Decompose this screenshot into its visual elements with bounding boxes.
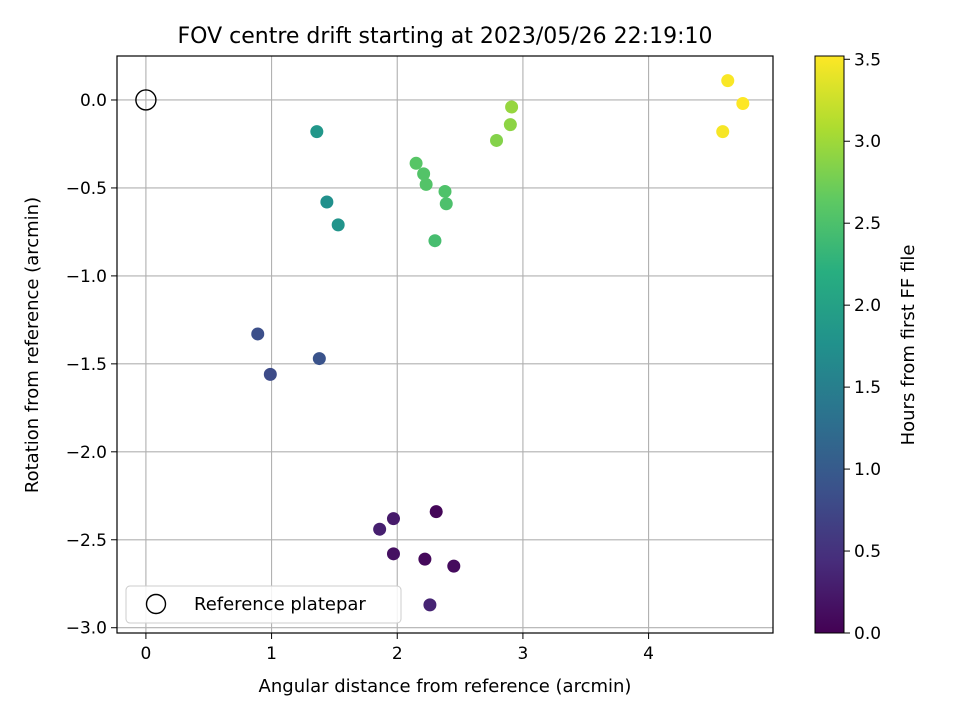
data-point: [716, 125, 730, 139]
data-point: [490, 133, 504, 147]
colorbar-tick-label: 2.0: [854, 296, 881, 316]
colorbar-tick-label: 1.5: [854, 378, 881, 398]
y-tick-label: 0.0: [80, 91, 107, 111]
colorbar-tick-label: 2.5: [854, 214, 881, 234]
x-tick-label: 4: [643, 644, 654, 664]
colorbar-tick-label: 3.5: [854, 50, 881, 70]
data-point: [429, 505, 443, 519]
data-point: [428, 234, 442, 248]
data-point: [503, 118, 517, 132]
data-point: [409, 156, 423, 170]
data-point: [418, 552, 432, 566]
data-point: [312, 352, 326, 366]
y-tick-label: −1.0: [66, 267, 107, 287]
legend-marker-reference: [145, 593, 167, 615]
data-point: [373, 522, 387, 536]
data-point: [331, 218, 345, 232]
data-point: [251, 327, 265, 341]
y-axis-label: Rotation from reference (arcmin): [22, 197, 43, 493]
x-tick-label: 1: [266, 644, 277, 664]
grid-lines: [117, 56, 773, 633]
y-tick-label: −1.5: [66, 355, 107, 375]
data-point: [721, 74, 735, 88]
plot-frame: [116, 55, 774, 634]
legend-label-reference: Reference platepar: [194, 594, 366, 615]
scatter-points: [135, 74, 750, 612]
data-point: [505, 100, 519, 114]
data-point: [417, 167, 431, 181]
colorbar-tick-label: 0.0: [854, 624, 881, 644]
data-point: [386, 512, 400, 526]
x-tick-label: 2: [392, 644, 403, 664]
data-point: [263, 367, 277, 381]
colorbar-ticks: 0.0 0.5 1.0 1.5 2.0 2.5 3.0 3.5: [844, 50, 881, 644]
colorbar-gradient: [814, 55, 845, 634]
legend-box: [125, 585, 402, 624]
y-axis-ticks: 0.0 −0.5 −1.0 −1.5 −2.0 −2.5 −3.0: [66, 91, 117, 639]
data-point: [439, 197, 453, 211]
x-axis-ticks: 0 1 2 3 4: [140, 633, 654, 664]
colorbar: 0.0 0.5 1.0 1.5 2.0 2.5 3.0 3.5 Hours from firs…: [814, 50, 919, 644]
x-tick-label: 0: [140, 644, 151, 664]
data-point: [320, 195, 334, 209]
y-tick-label: −2.0: [66, 443, 107, 463]
data-point: [438, 184, 452, 198]
data-point: [423, 598, 437, 612]
y-tick-label: −2.5: [66, 531, 107, 551]
colorbar-tick-label: 1.0: [854, 460, 881, 480]
x-tick-label: 3: [518, 644, 529, 664]
data-point: [386, 547, 400, 561]
colorbar-label: Hours from first FF file: [898, 245, 919, 446]
data-point: [310, 125, 324, 139]
x-axis-label: Angular distance from reference (arcmin): [259, 676, 632, 697]
y-tick-label: −3.0: [66, 619, 107, 639]
y-tick-label: −0.5: [66, 179, 107, 199]
data-point: [736, 96, 750, 110]
colorbar-tick-label: 0.5: [854, 542, 881, 562]
data-point: [419, 177, 433, 191]
colorbar-tick-label: 3.0: [854, 132, 881, 152]
chart-title: FOV centre drift starting at 2023/05/26 …: [178, 24, 713, 49]
reference-point-marker: [135, 89, 157, 111]
data-point: [447, 559, 461, 573]
legend: Reference platepar: [125, 585, 402, 624]
